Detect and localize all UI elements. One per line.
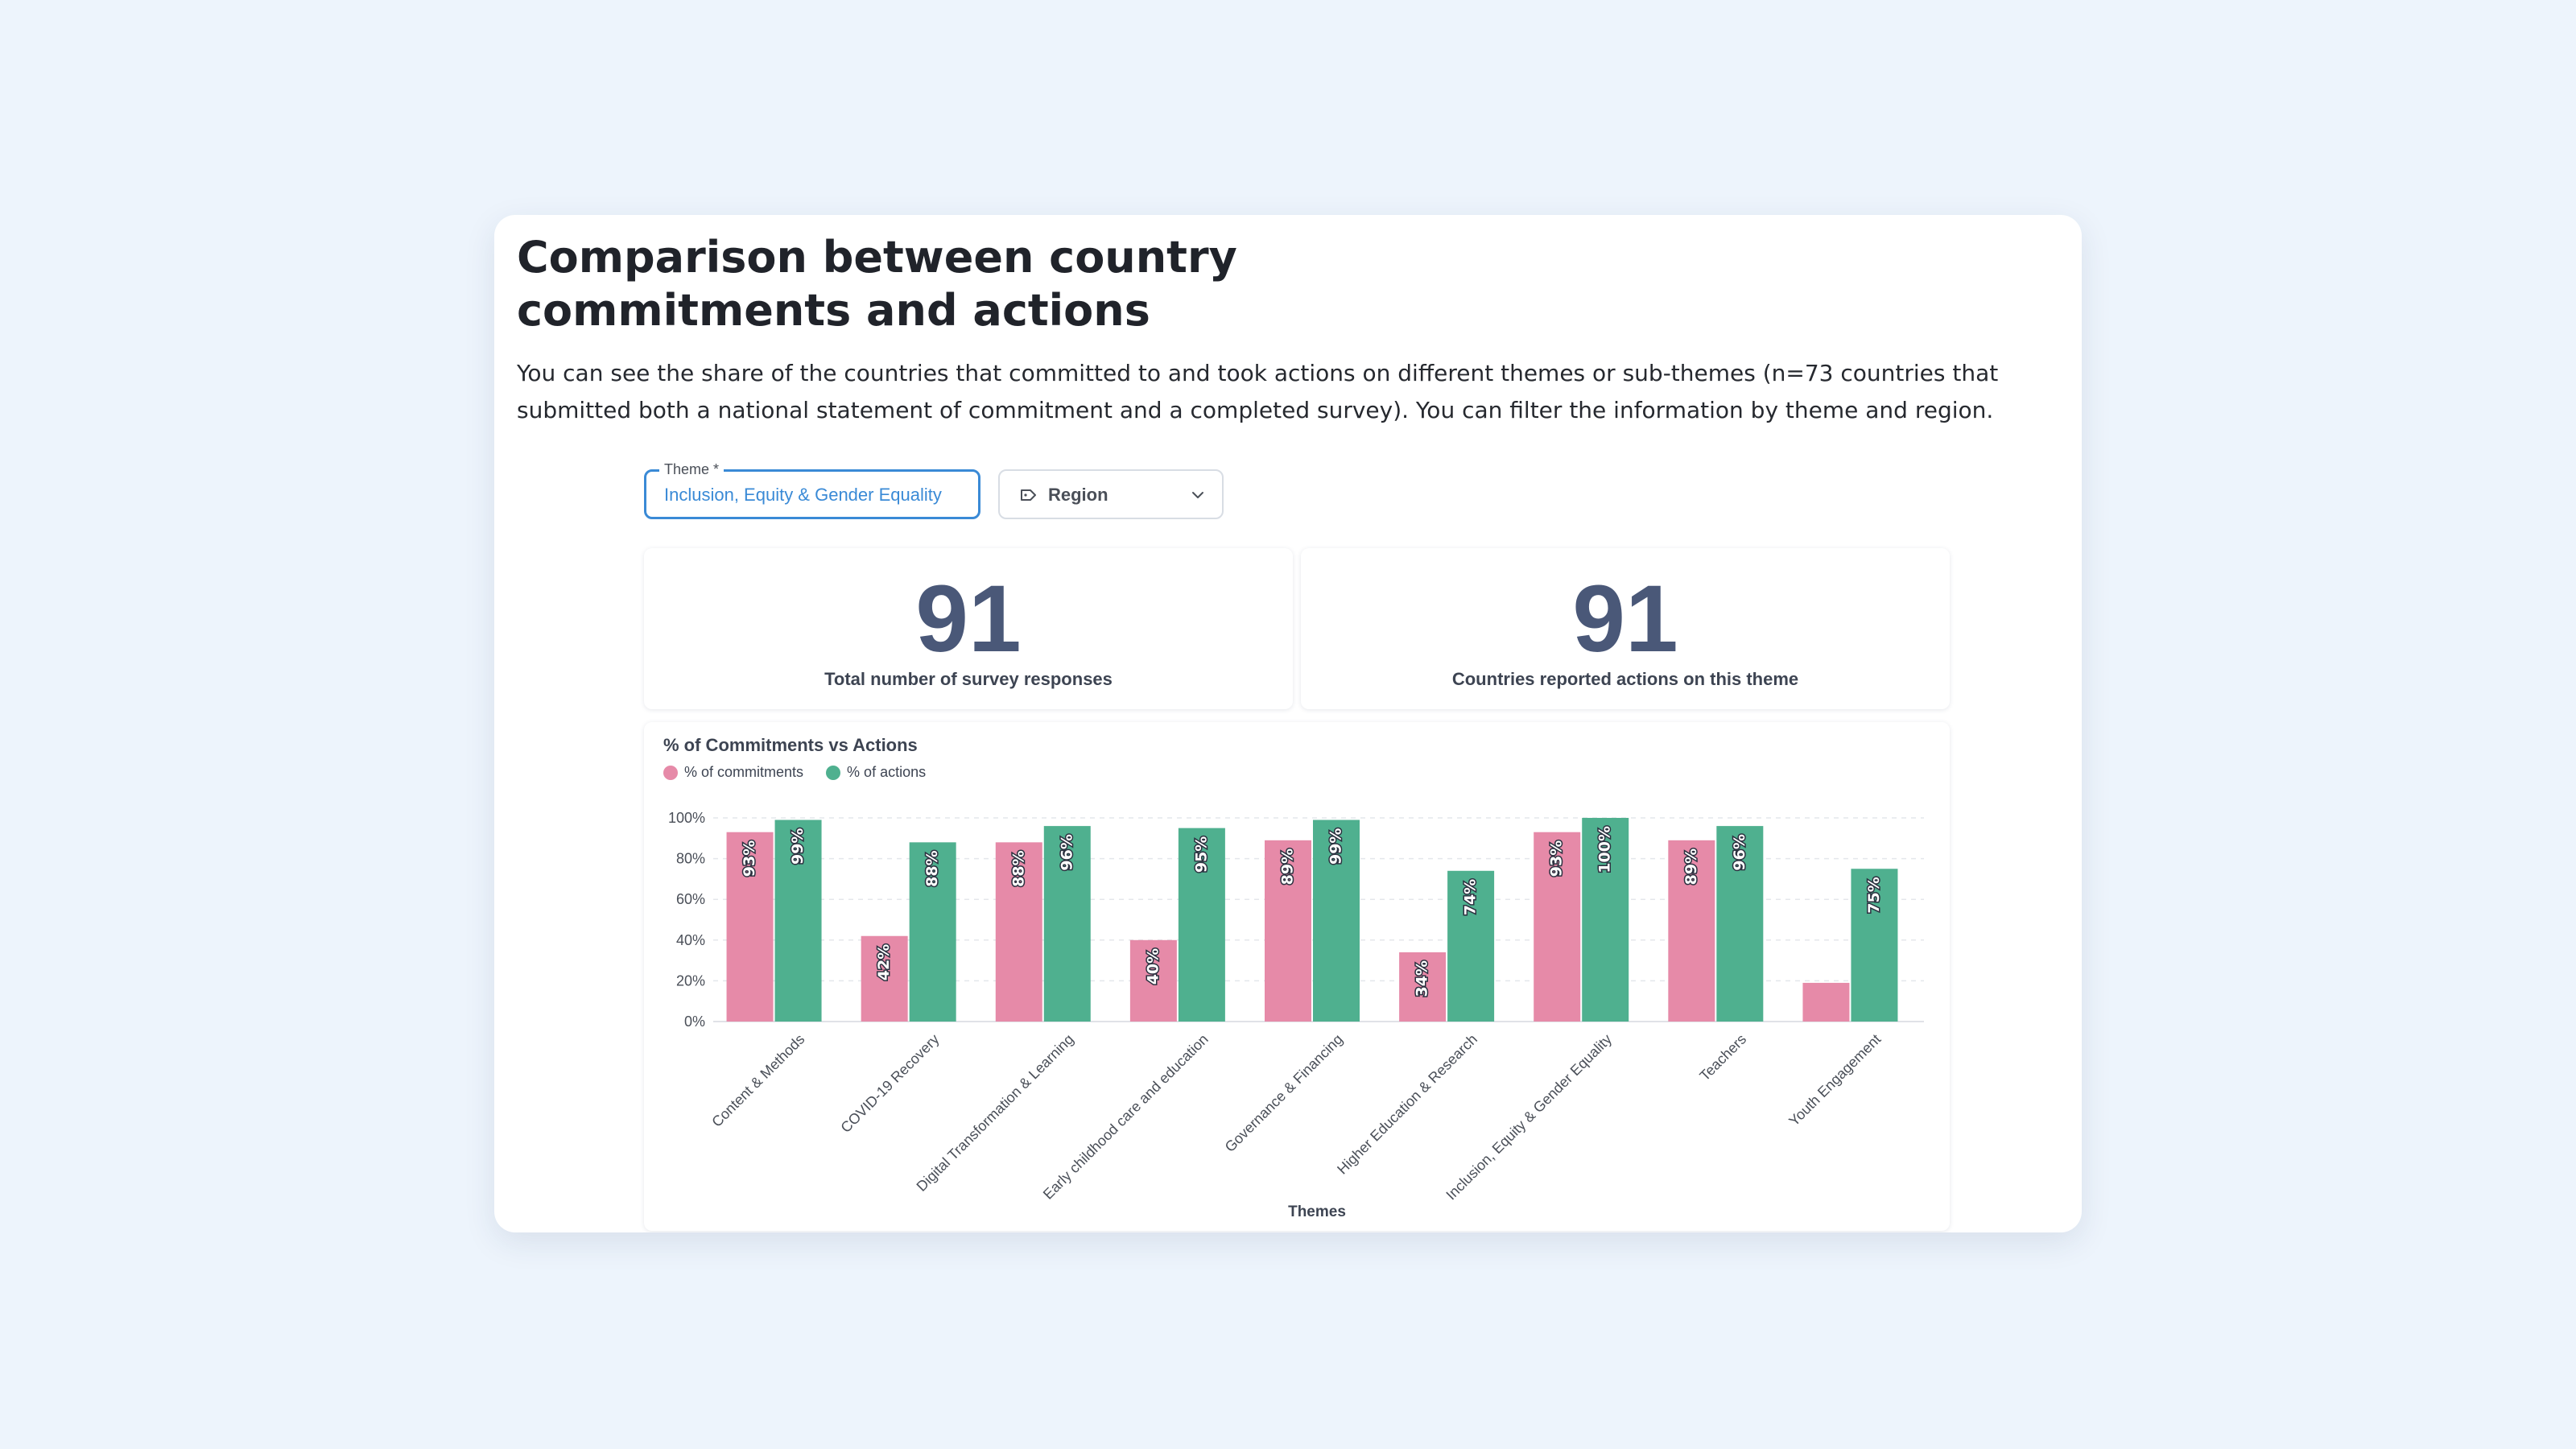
kpi-card-survey-responses: 91 Total number of survey responses: [644, 548, 1293, 709]
bar-commitments: [861, 935, 908, 1022]
chevron-down-icon: [1192, 492, 1203, 498]
legend-label: % of commitments: [684, 764, 804, 780]
bar-actions: [1447, 870, 1495, 1022]
bar-data-label: 34%: [1414, 960, 1431, 997]
bar-actions: [1178, 828, 1225, 1022]
bar-data-label: 96%: [1058, 834, 1075, 870]
legend-item-commitments[interactable]: % of commitments: [663, 764, 803, 781]
bar-data-label: 74%: [1462, 879, 1480, 915]
bar-data-label: 95%: [1192, 836, 1210, 873]
bar-actions: [1582, 818, 1629, 1022]
bar-data-label: 96%: [1731, 834, 1748, 870]
bar-actions: [1313, 819, 1360, 1022]
y-tick-label: 0%: [684, 1013, 705, 1030]
kpi-label: Countries reported actions on this theme: [1451, 669, 1799, 689]
bar-actions: [1851, 869, 1898, 1022]
x-tick-label: Governance & Financing: [1222, 1031, 1346, 1155]
legend-dot-commitments: [663, 765, 678, 780]
x-axis-title: Themes: [1288, 1203, 1346, 1220]
chart-card: 0% 20% 40% 60% 80% 100% 93% 99% Content & Method…: [644, 722, 1950, 1231]
bar-data-label: 75%: [1865, 877, 1883, 913]
bar-data-label: 42%: [875, 944, 893, 980]
y-tick-label: 60%: [676, 891, 705, 907]
bar-actions: [909, 842, 956, 1022]
legend-item-actions[interactable]: % of actions: [826, 764, 926, 781]
bar-data-label: 89%: [1682, 848, 1700, 885]
bar-data-label: 99%: [1327, 828, 1345, 865]
page-title: Comparison between country commitments a…: [517, 232, 1237, 336]
bar-commitments: [1534, 832, 1581, 1022]
bar-commitments: [726, 832, 774, 1022]
kpi-value: 91: [1572, 566, 1678, 672]
bar-commitments: [1802, 982, 1850, 1022]
y-tick-label: 100%: [668, 810, 705, 826]
legend-dot-actions: [826, 765, 841, 780]
chart-title: % of Commitments vs Actions: [663, 735, 918, 755]
legend-label: % of actions: [847, 764, 927, 780]
bar-actions: [1043, 826, 1091, 1022]
bar-actions: [1716, 826, 1764, 1022]
x-tick-label: Inclusion, Equity & Gender Equality: [1443, 1031, 1615, 1203]
bar-commitments: [1129, 939, 1177, 1022]
bar-data-label: 93%: [1548, 840, 1566, 877]
chart-legend: % of commitments % of actions: [663, 764, 926, 781]
bar-data-label: 100%: [1596, 826, 1614, 873]
x-tick-label: Digital Transformation & Learning: [914, 1031, 1077, 1195]
bar-data-label: 89%: [1279, 848, 1297, 885]
region-select-label: Region: [1048, 485, 1108, 505]
x-tick-label: COVID-19 Recovery: [837, 1031, 942, 1136]
x-tick-label: Early childhood care and education: [1040, 1031, 1212, 1203]
tag-icon: [1021, 489, 1036, 501]
bar-commitments: [1668, 840, 1715, 1022]
bar-chart: 0% 20% 40% 60% 80% 100% 93% 99% Content & Method…: [668, 810, 1924, 1220]
kpi-label: Total number of survey responses: [824, 669, 1113, 689]
y-tick-label: 80%: [676, 851, 705, 867]
dashboard-card: Comparison between country commitments a…: [494, 215, 2082, 1232]
bar-data-label: 88%: [923, 850, 941, 886]
y-tick-label: 40%: [676, 932, 705, 948]
theme-field-label: Theme *: [659, 460, 724, 478]
region-select[interactable]: Region: [998, 469, 1224, 519]
x-tick-label: Teachers: [1696, 1031, 1749, 1084]
y-tick-label: 20%: [676, 972, 705, 989]
bar-commitments: [1399, 952, 1447, 1022]
bar-data-label: 40%: [1144, 948, 1162, 985]
kpi-card-actions-reported: 91 Countries reported actions on this th…: [1301, 548, 1950, 709]
bar-data-label: 88%: [1009, 850, 1027, 886]
x-tick-label: Content & Methods: [708, 1031, 807, 1130]
bar-commitments: [1265, 840, 1311, 1022]
bar-data-label: 93%: [741, 840, 758, 877]
theme-field-value: Inclusion, Equity & Gender Equality: [664, 485, 942, 505]
theme-select[interactable]: Theme * Inclusion, Equity & Gender Equal…: [644, 460, 980, 519]
x-tick-label: Higher Education & Research: [1334, 1031, 1480, 1178]
bar-data-label: 99%: [789, 828, 807, 865]
page-description: You can see the share of the countries t…: [517, 360, 1999, 423]
x-tick-label: Youth Engagement: [1785, 1031, 1884, 1129]
kpi-value: 91: [915, 566, 1022, 672]
bar-actions: [774, 819, 822, 1022]
bar-commitments: [995, 842, 1042, 1022]
